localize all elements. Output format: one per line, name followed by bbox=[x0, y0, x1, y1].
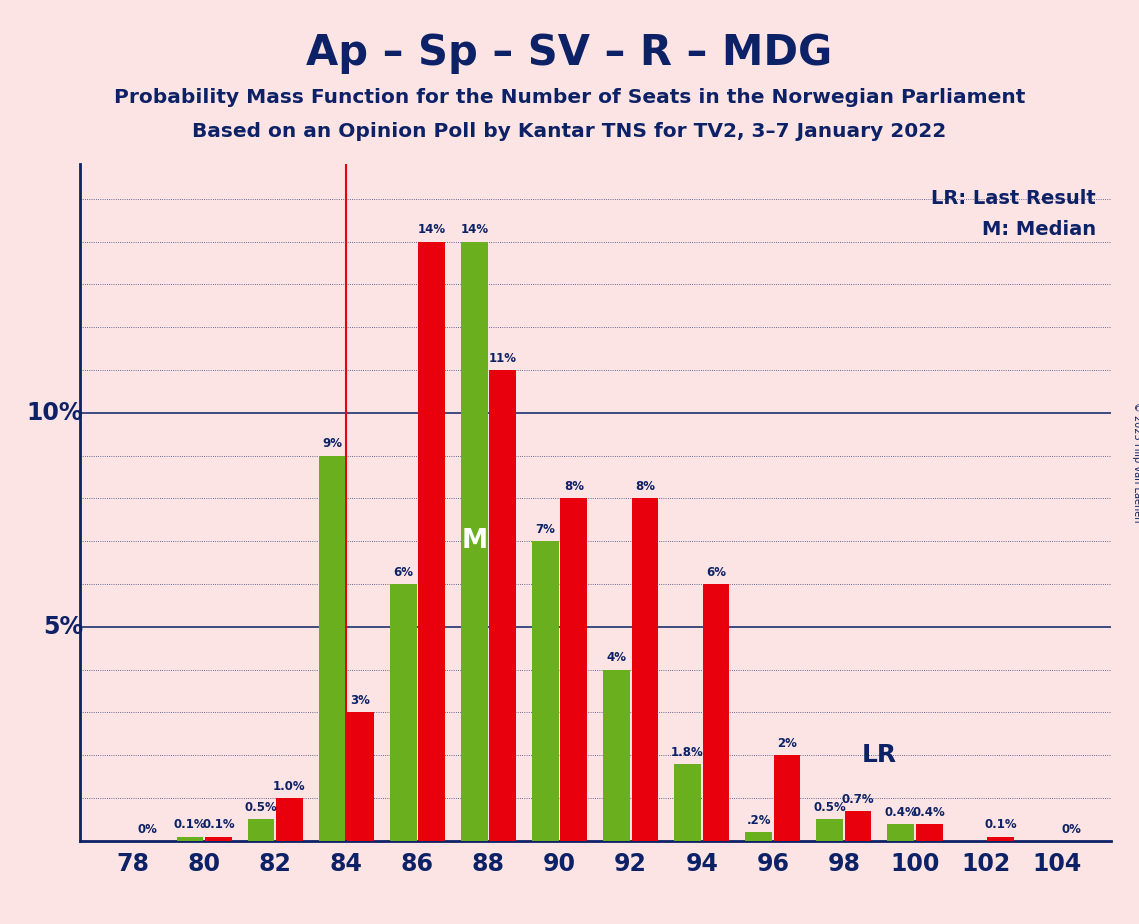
Text: 0.4%: 0.4% bbox=[912, 806, 945, 819]
Text: 0.4%: 0.4% bbox=[885, 806, 917, 819]
Bar bbox=[418, 241, 445, 841]
Bar bbox=[845, 811, 871, 841]
Text: LR: LR bbox=[862, 743, 896, 767]
Text: 0.7%: 0.7% bbox=[842, 793, 875, 806]
Text: © 2025 Filip van Laenen: © 2025 Filip van Laenen bbox=[1132, 402, 1139, 522]
Bar bbox=[461, 241, 487, 841]
Bar bbox=[631, 498, 658, 841]
Bar bbox=[817, 820, 843, 841]
Text: 14%: 14% bbox=[460, 224, 489, 237]
Text: 14%: 14% bbox=[418, 224, 445, 237]
Text: 0.1%: 0.1% bbox=[202, 819, 235, 832]
Bar bbox=[490, 370, 516, 841]
Text: Probability Mass Function for the Number of Seats in the Norwegian Parliament: Probability Mass Function for the Number… bbox=[114, 88, 1025, 107]
Text: 2%: 2% bbox=[777, 737, 797, 750]
Bar bbox=[532, 541, 559, 841]
Text: 5%: 5% bbox=[43, 614, 83, 638]
Bar bbox=[703, 584, 729, 841]
Bar bbox=[347, 712, 374, 841]
Text: Based on an Opinion Poll by Kantar TNS for TV2, 3–7 January 2022: Based on an Opinion Poll by Kantar TNS f… bbox=[192, 122, 947, 141]
Text: .2%: .2% bbox=[746, 814, 771, 827]
Bar bbox=[560, 498, 587, 841]
Text: 0.5%: 0.5% bbox=[245, 801, 278, 814]
Text: 6%: 6% bbox=[706, 565, 726, 578]
Text: 6%: 6% bbox=[393, 565, 413, 578]
Bar bbox=[276, 798, 303, 841]
Text: 4%: 4% bbox=[606, 651, 626, 664]
Text: 7%: 7% bbox=[535, 523, 556, 536]
Text: 0%: 0% bbox=[138, 822, 157, 835]
Text: 3%: 3% bbox=[351, 694, 370, 707]
Text: Ap – Sp – SV – R – MDG: Ap – Sp – SV – R – MDG bbox=[306, 32, 833, 74]
Text: 0.1%: 0.1% bbox=[173, 819, 206, 832]
Text: 1.0%: 1.0% bbox=[273, 780, 305, 793]
Text: 8%: 8% bbox=[634, 480, 655, 493]
Text: LR: Last Result: LR: Last Result bbox=[931, 189, 1096, 209]
Bar bbox=[745, 833, 772, 841]
Bar bbox=[887, 823, 915, 841]
Bar bbox=[773, 755, 801, 841]
Text: 8%: 8% bbox=[564, 480, 584, 493]
Bar bbox=[916, 823, 943, 841]
Text: M: Median: M: Median bbox=[982, 220, 1096, 239]
Text: 10%: 10% bbox=[27, 401, 83, 425]
Text: 0.1%: 0.1% bbox=[984, 819, 1017, 832]
Bar bbox=[319, 456, 345, 841]
Bar bbox=[247, 820, 274, 841]
Bar bbox=[205, 836, 231, 841]
Text: 0.5%: 0.5% bbox=[813, 801, 846, 814]
Bar bbox=[390, 584, 417, 841]
Bar bbox=[604, 670, 630, 841]
Text: 11%: 11% bbox=[489, 352, 517, 365]
Text: 9%: 9% bbox=[322, 437, 342, 450]
Bar bbox=[674, 764, 700, 841]
Text: 0%: 0% bbox=[1062, 822, 1081, 835]
Bar bbox=[988, 836, 1014, 841]
Text: M: M bbox=[461, 529, 487, 554]
Text: 1.8%: 1.8% bbox=[671, 746, 704, 759]
Bar bbox=[177, 836, 203, 841]
